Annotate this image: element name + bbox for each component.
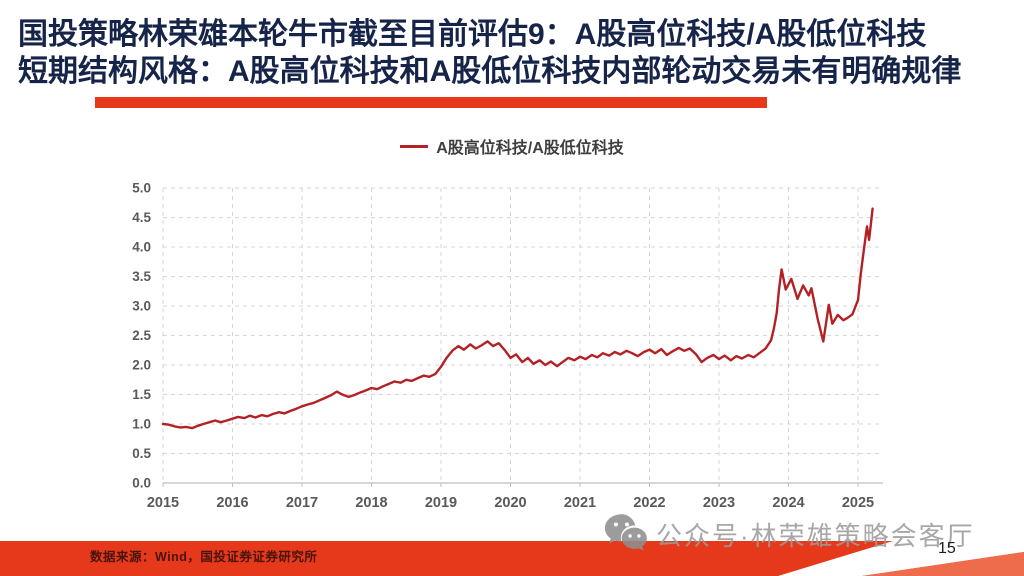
page-title-line1: 国投策略林荣雄本轮牛市截至目前评估9：A股高位科技/A股低位科技 bbox=[18, 18, 927, 51]
legend-line-swatch bbox=[400, 144, 429, 148]
y-tick-label: 3.0 bbox=[132, 299, 151, 314]
y-tick-label: 5.0 bbox=[132, 181, 151, 196]
x-tick-label: 2020 bbox=[494, 495, 526, 511]
x-tick-label: 2025 bbox=[842, 495, 874, 511]
title-block: 国投策略林荣雄本轮牛市截至目前评估9：A股高位科技/A股低位科技 短期结构风格：… bbox=[18, 16, 1008, 90]
footer-band-notch bbox=[778, 541, 1024, 576]
x-tick-label: 2024 bbox=[772, 495, 804, 511]
page-title-line2: 短期结构风格：A股高位科技和A股低位科技内部轮动交易未有明确规律 bbox=[18, 55, 962, 88]
x-tick-label: 2023 bbox=[703, 495, 735, 511]
title-underline-bar bbox=[95, 97, 767, 108]
x-tick-label: 2019 bbox=[425, 495, 457, 511]
x-tick-label: 2021 bbox=[564, 495, 596, 511]
y-tick-label: 1.0 bbox=[132, 417, 151, 432]
x-tick-label: 2016 bbox=[216, 495, 248, 511]
y-tick-label: 4.5 bbox=[132, 210, 151, 225]
x-tick-label: 2018 bbox=[355, 495, 387, 511]
x-tick-label: 2015 bbox=[147, 495, 179, 511]
y-tick-label: 2.0 bbox=[132, 358, 151, 373]
y-tick-label: 0.5 bbox=[132, 446, 151, 461]
legend-label: A股高位科技/A股低位科技 bbox=[436, 140, 624, 157]
y-tick-label: 2.5 bbox=[132, 328, 151, 343]
y-tick-label: 3.5 bbox=[132, 269, 151, 284]
data-source-note: 数据来源：Wind，国投证券证券研究所 bbox=[90, 550, 318, 564]
footer-band-corner bbox=[862, 552, 1024, 576]
y-tick-label: 4.0 bbox=[132, 240, 151, 255]
footer-band bbox=[0, 541, 1024, 576]
x-tick-label: 2017 bbox=[286, 495, 318, 511]
chart-legend: A股高位科技/A股低位科技 bbox=[0, 134, 1024, 158]
x-tick-label: 2022 bbox=[633, 495, 665, 511]
ratio-series-line bbox=[161, 207, 874, 430]
y-tick-label: 0.0 bbox=[132, 476, 151, 491]
page-number: 15 bbox=[938, 540, 956, 557]
y-tick-label: 1.5 bbox=[132, 387, 151, 402]
